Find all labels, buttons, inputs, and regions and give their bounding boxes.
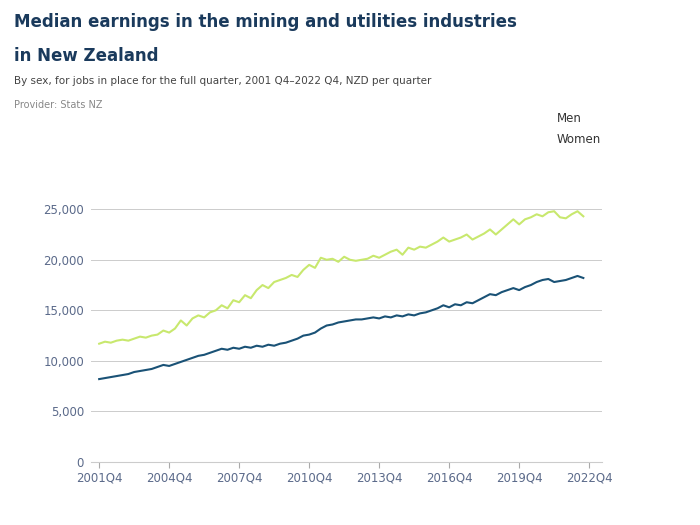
Text: By sex, for jobs in place for the full quarter, 2001 Q4–2022 Q4, NZD per quarter: By sex, for jobs in place for the full q… [14,76,431,86]
Text: figure.nz: figure.nz [574,24,651,38]
Text: Women: Women [556,133,601,145]
Text: Provider: Stats NZ: Provider: Stats NZ [14,100,102,110]
Text: Men: Men [556,112,582,124]
Text: in New Zealand: in New Zealand [14,47,158,65]
Text: Median earnings in the mining and utilities industries: Median earnings in the mining and utilit… [14,13,517,31]
